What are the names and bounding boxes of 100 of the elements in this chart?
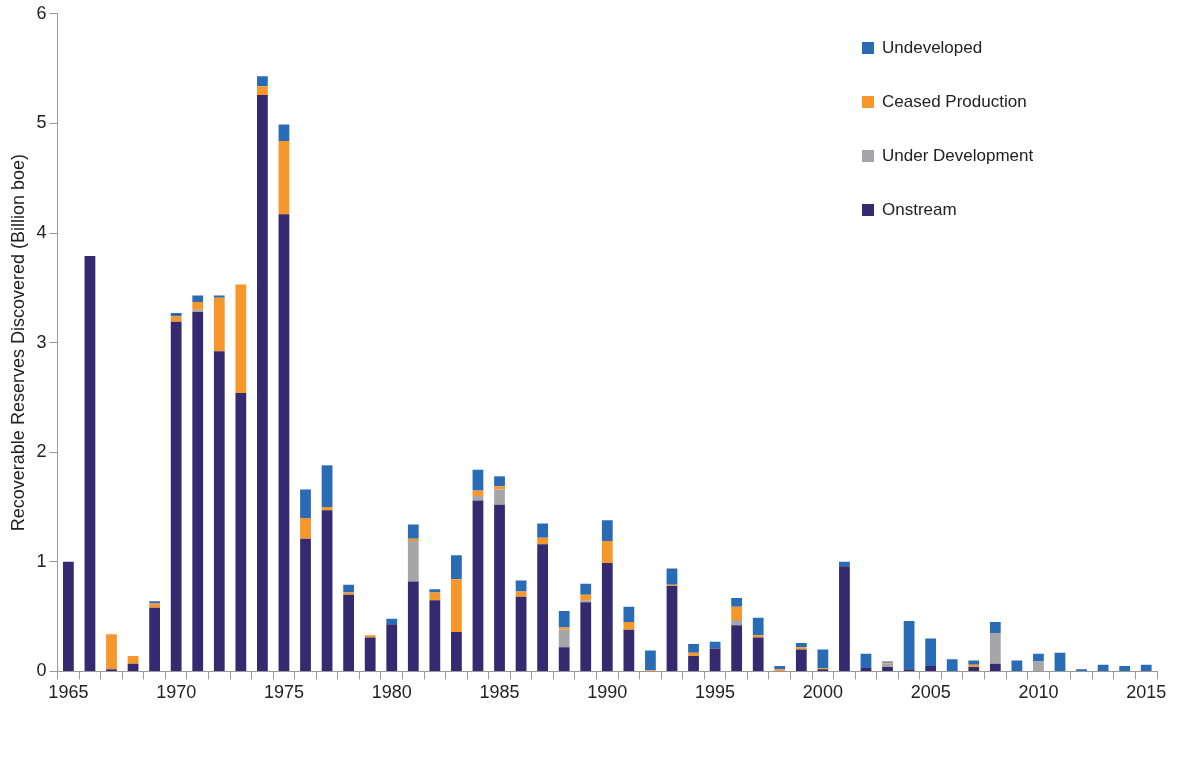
y-axis-title: Recoverable Reserves Discovered (Billion boe) [7, 154, 28, 532]
bar [364, 635, 376, 638]
y-tick-label: 3 [36, 331, 47, 352]
y-tick-label: 5 [36, 112, 47, 133]
bar [235, 393, 247, 671]
x-tick-label: 1970 [156, 682, 197, 703]
bar [213, 351, 225, 671]
bar [731, 597, 743, 607]
bar [149, 603, 161, 608]
bar [925, 665, 937, 671]
bar [515, 591, 527, 597]
x-tick-label: 1975 [263, 682, 304, 703]
bar [429, 592, 441, 601]
bar [537, 544, 549, 671]
bar [558, 647, 570, 671]
bar [343, 592, 355, 595]
bar [645, 650, 656, 671]
bar [688, 644, 699, 653]
bar [580, 600, 592, 603]
bar [149, 601, 161, 604]
bar [666, 568, 678, 585]
y-tick-label: 4 [36, 221, 47, 242]
y-tick-label: 2 [36, 441, 47, 462]
bar [537, 523, 549, 538]
bar [278, 124, 290, 141]
bar [795, 649, 807, 671]
bar [451, 555, 462, 580]
x-tick-label: 1990 [587, 682, 628, 703]
bar [752, 617, 764, 636]
bar [601, 562, 613, 671]
bar [558, 629, 570, 648]
bar [774, 665, 786, 670]
bar [515, 580, 527, 592]
x-tick-label: 2000 [802, 682, 843, 703]
bar [968, 667, 980, 671]
bar [688, 652, 699, 657]
x-tick-label: 2010 [1018, 682, 1059, 703]
bar [407, 581, 419, 671]
bar [666, 585, 678, 671]
bar [860, 668, 872, 671]
bar [860, 653, 872, 669]
y-tick-label: 0 [36, 660, 47, 681]
bar [709, 648, 721, 671]
bar [63, 561, 74, 671]
bar [235, 284, 247, 394]
bar [558, 611, 570, 628]
bar [278, 140, 290, 215]
bar [839, 561, 850, 567]
bar [1097, 664, 1109, 671]
bar [623, 606, 635, 623]
x-tick-label: 2005 [910, 682, 951, 703]
bar [925, 638, 937, 666]
bar [1140, 664, 1152, 671]
bar [170, 316, 182, 322]
bar [321, 510, 333, 671]
bar [257, 76, 268, 87]
bar [1011, 660, 1023, 671]
bar [989, 633, 1001, 664]
bar [752, 635, 764, 638]
bar [192, 311, 204, 671]
bar [623, 622, 635, 630]
bar [1119, 665, 1131, 671]
bar [407, 538, 419, 541]
bar [558, 627, 570, 630]
bar [300, 538, 311, 671]
bar [580, 594, 592, 601]
bar [601, 540, 613, 563]
legend-label: Ceased Production [882, 92, 1027, 112]
bar [1033, 661, 1044, 671]
x-tick-label: 1995 [695, 682, 736, 703]
bar [472, 469, 484, 491]
bar [429, 600, 441, 671]
bar [451, 631, 462, 671]
bar [343, 584, 355, 593]
bar [170, 313, 182, 317]
y-tick-label: 1 [36, 550, 47, 571]
bar [106, 634, 117, 670]
bar [343, 594, 355, 671]
bar [386, 624, 398, 671]
legend-label: Onstream [882, 200, 957, 220]
bar [213, 295, 225, 298]
bar [1033, 653, 1044, 662]
bar [882, 667, 893, 671]
bar [537, 537, 549, 545]
bar [300, 489, 311, 518]
bar [731, 625, 743, 671]
bar [817, 649, 829, 669]
bar [407, 524, 419, 539]
x-tick-label: 1985 [479, 682, 520, 703]
bar [795, 647, 807, 650]
bar [601, 520, 613, 541]
x-tick-label: 1965 [48, 682, 89, 703]
bar [968, 660, 980, 665]
bar [580, 602, 592, 671]
bar [170, 321, 182, 671]
bar [795, 642, 807, 648]
bar [882, 663, 893, 668]
bar [451, 579, 462, 632]
bar [192, 295, 204, 303]
bar [515, 596, 527, 671]
